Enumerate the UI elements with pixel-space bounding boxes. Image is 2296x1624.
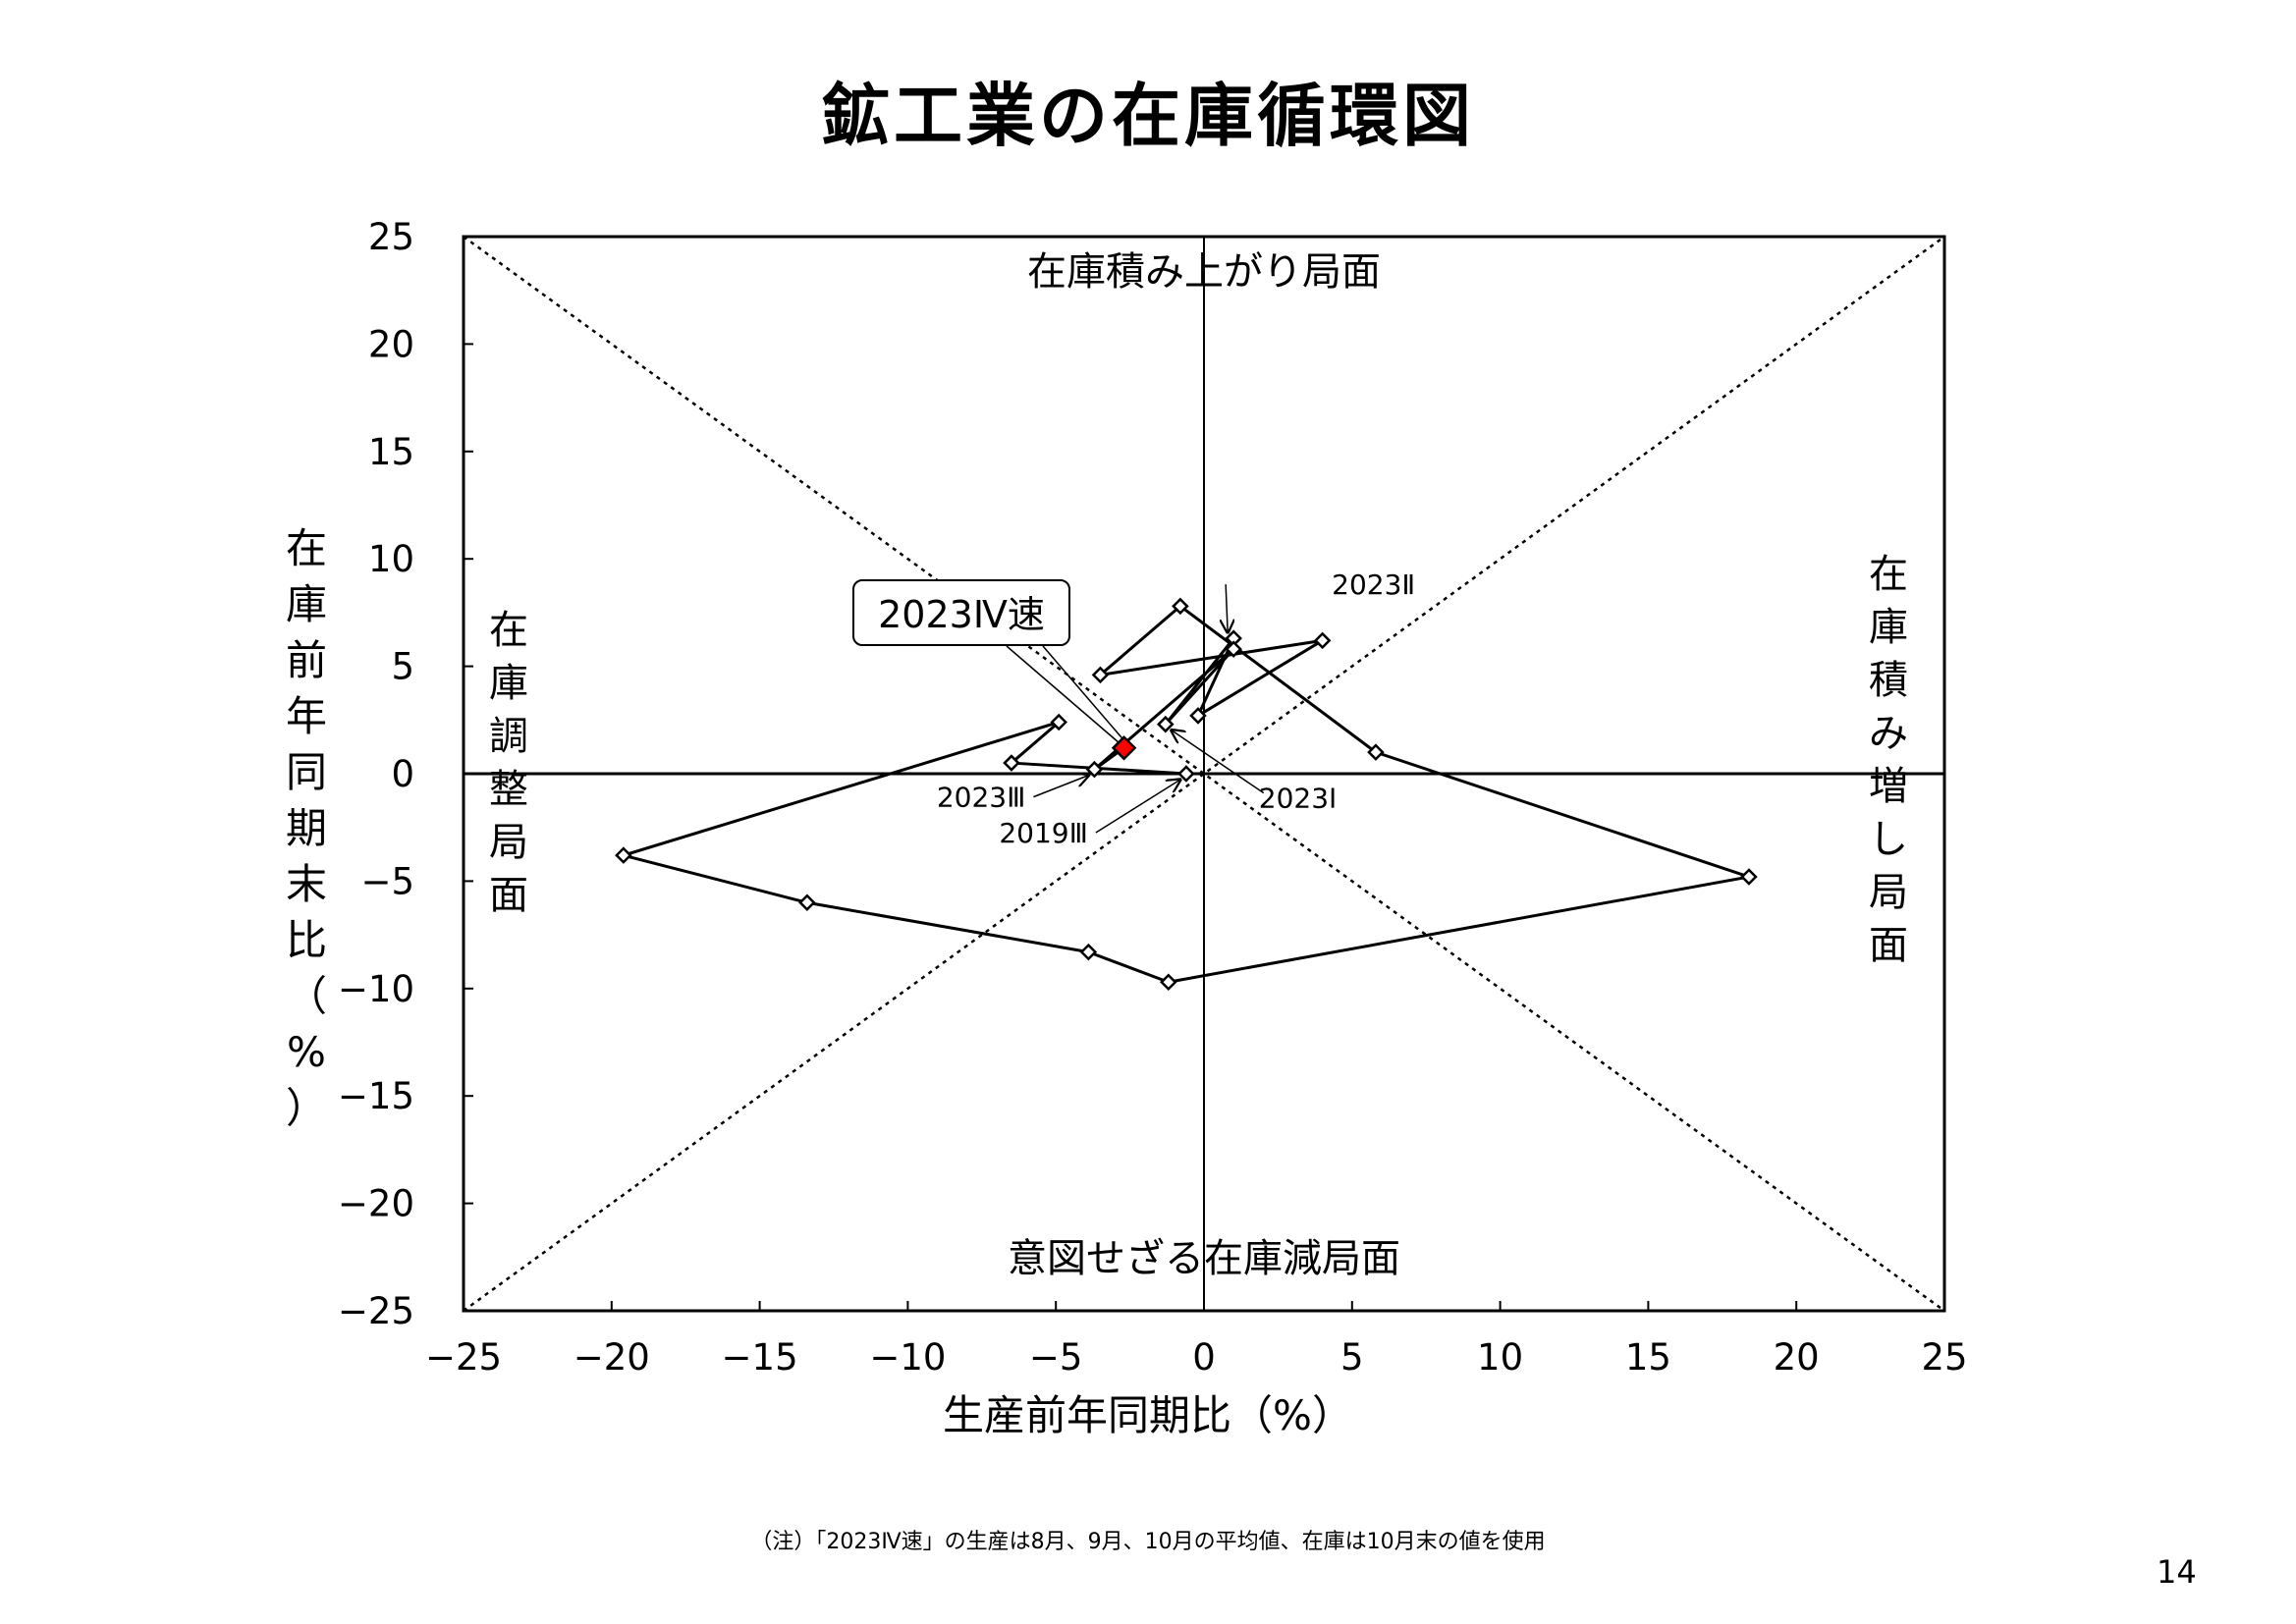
page-number: 14: [2157, 1553, 2197, 1591]
marker-layer: [615, 597, 1758, 992]
series-path-layer: [622, 604, 1751, 984]
highlight-point: [1111, 734, 1137, 761]
callout-leader: [1042, 645, 1123, 739]
data-point: [1172, 597, 1189, 616]
data-point: [1177, 765, 1195, 783]
quadrant-label-bottom: 意図せざる在庫減局面: [1008, 1236, 1400, 1281]
data-point: [1050, 713, 1067, 731]
data-point: [1367, 743, 1385, 761]
y-tick-label: 15: [368, 431, 414, 473]
x-tick-label: 25: [1921, 1336, 1967, 1379]
x-tick-label: 15: [1625, 1336, 1671, 1379]
data-point: [1160, 973, 1177, 992]
data-point: [1157, 715, 1175, 733]
footnote: （注）「2023Ⅳ速」の生産は8月、9月、10月の平均値、在庫は10月末の値を使…: [750, 1530, 1546, 1554]
zero-axes: [464, 237, 1944, 1311]
y-tick-label: −10: [338, 968, 414, 1010]
annotation-label: 2023Ⅱ: [1332, 568, 1415, 601]
y-tick-label: 5: [391, 646, 414, 688]
quadrant-label-top: 在庫積み上がり局面: [1027, 249, 1381, 295]
x-tick-label: −5: [1029, 1336, 1083, 1379]
y-tick-label: 25: [368, 216, 414, 258]
data-point: [1740, 868, 1758, 886]
annotation-label: 2023Ⅲ: [937, 782, 1026, 814]
annotation-leader: [1172, 731, 1265, 794]
y-tick-label: 20: [368, 323, 414, 365]
quadrant-label-right: 在庫積み増し局面: [1869, 552, 1908, 968]
y-tick-label: 10: [368, 538, 414, 580]
data-point: [1091, 666, 1110, 684]
x-axis-label: 生産前年同期比（%）: [943, 1391, 1353, 1439]
y-tick-label: −25: [338, 1290, 414, 1332]
data-point: [798, 893, 816, 912]
data-point: [1225, 640, 1242, 658]
annotation-leader: [1226, 584, 1228, 632]
data-point: [615, 846, 632, 864]
annotation-leader: [1033, 776, 1088, 798]
x-tick-label: 5: [1340, 1336, 1364, 1379]
data-point: [1079, 943, 1098, 961]
annotation-label: 2019Ⅲ: [999, 817, 1088, 849]
x-tick-label: 0: [1192, 1336, 1216, 1379]
quadrant-label-left: 在庫調整局面: [489, 608, 528, 918]
y-axis-label: 在庫前年同期末比（%）: [285, 524, 327, 1132]
x-tick-label: −15: [722, 1336, 798, 1379]
x-tick-label: −20: [574, 1336, 650, 1379]
series-line: [622, 604, 1751, 984]
x-tick-labels: −25 −20 −15 −10 −5 0 5 10 15 20 25: [425, 1301, 1968, 1379]
x-tick-label: −10: [869, 1336, 946, 1379]
x-tick-label: −25: [425, 1336, 502, 1379]
data-point: [1189, 707, 1207, 725]
y-tick-label: −15: [338, 1075, 414, 1117]
data-point: [1313, 631, 1332, 650]
y-tick-label: −5: [360, 860, 414, 902]
page-title: 鉱工業の在庫循環図: [821, 76, 1475, 156]
annotation-leader: [1095, 780, 1180, 834]
callout-leader: [1006, 645, 1120, 743]
annotation-label: 2023Ⅰ: [1259, 783, 1338, 815]
y-tick-label: −20: [338, 1183, 414, 1225]
y-tick-label: 0: [391, 753, 414, 795]
y-tick-labels: −25 −20 −15 −10 −5 0 5 10 15 20 25: [338, 216, 473, 1332]
latest-point-callout: 2023Ⅳ速: [852, 579, 1070, 646]
x-tick-label: 10: [1477, 1336, 1523, 1379]
data-point: [1003, 754, 1020, 772]
x-tick-label: 20: [1774, 1336, 1820, 1379]
